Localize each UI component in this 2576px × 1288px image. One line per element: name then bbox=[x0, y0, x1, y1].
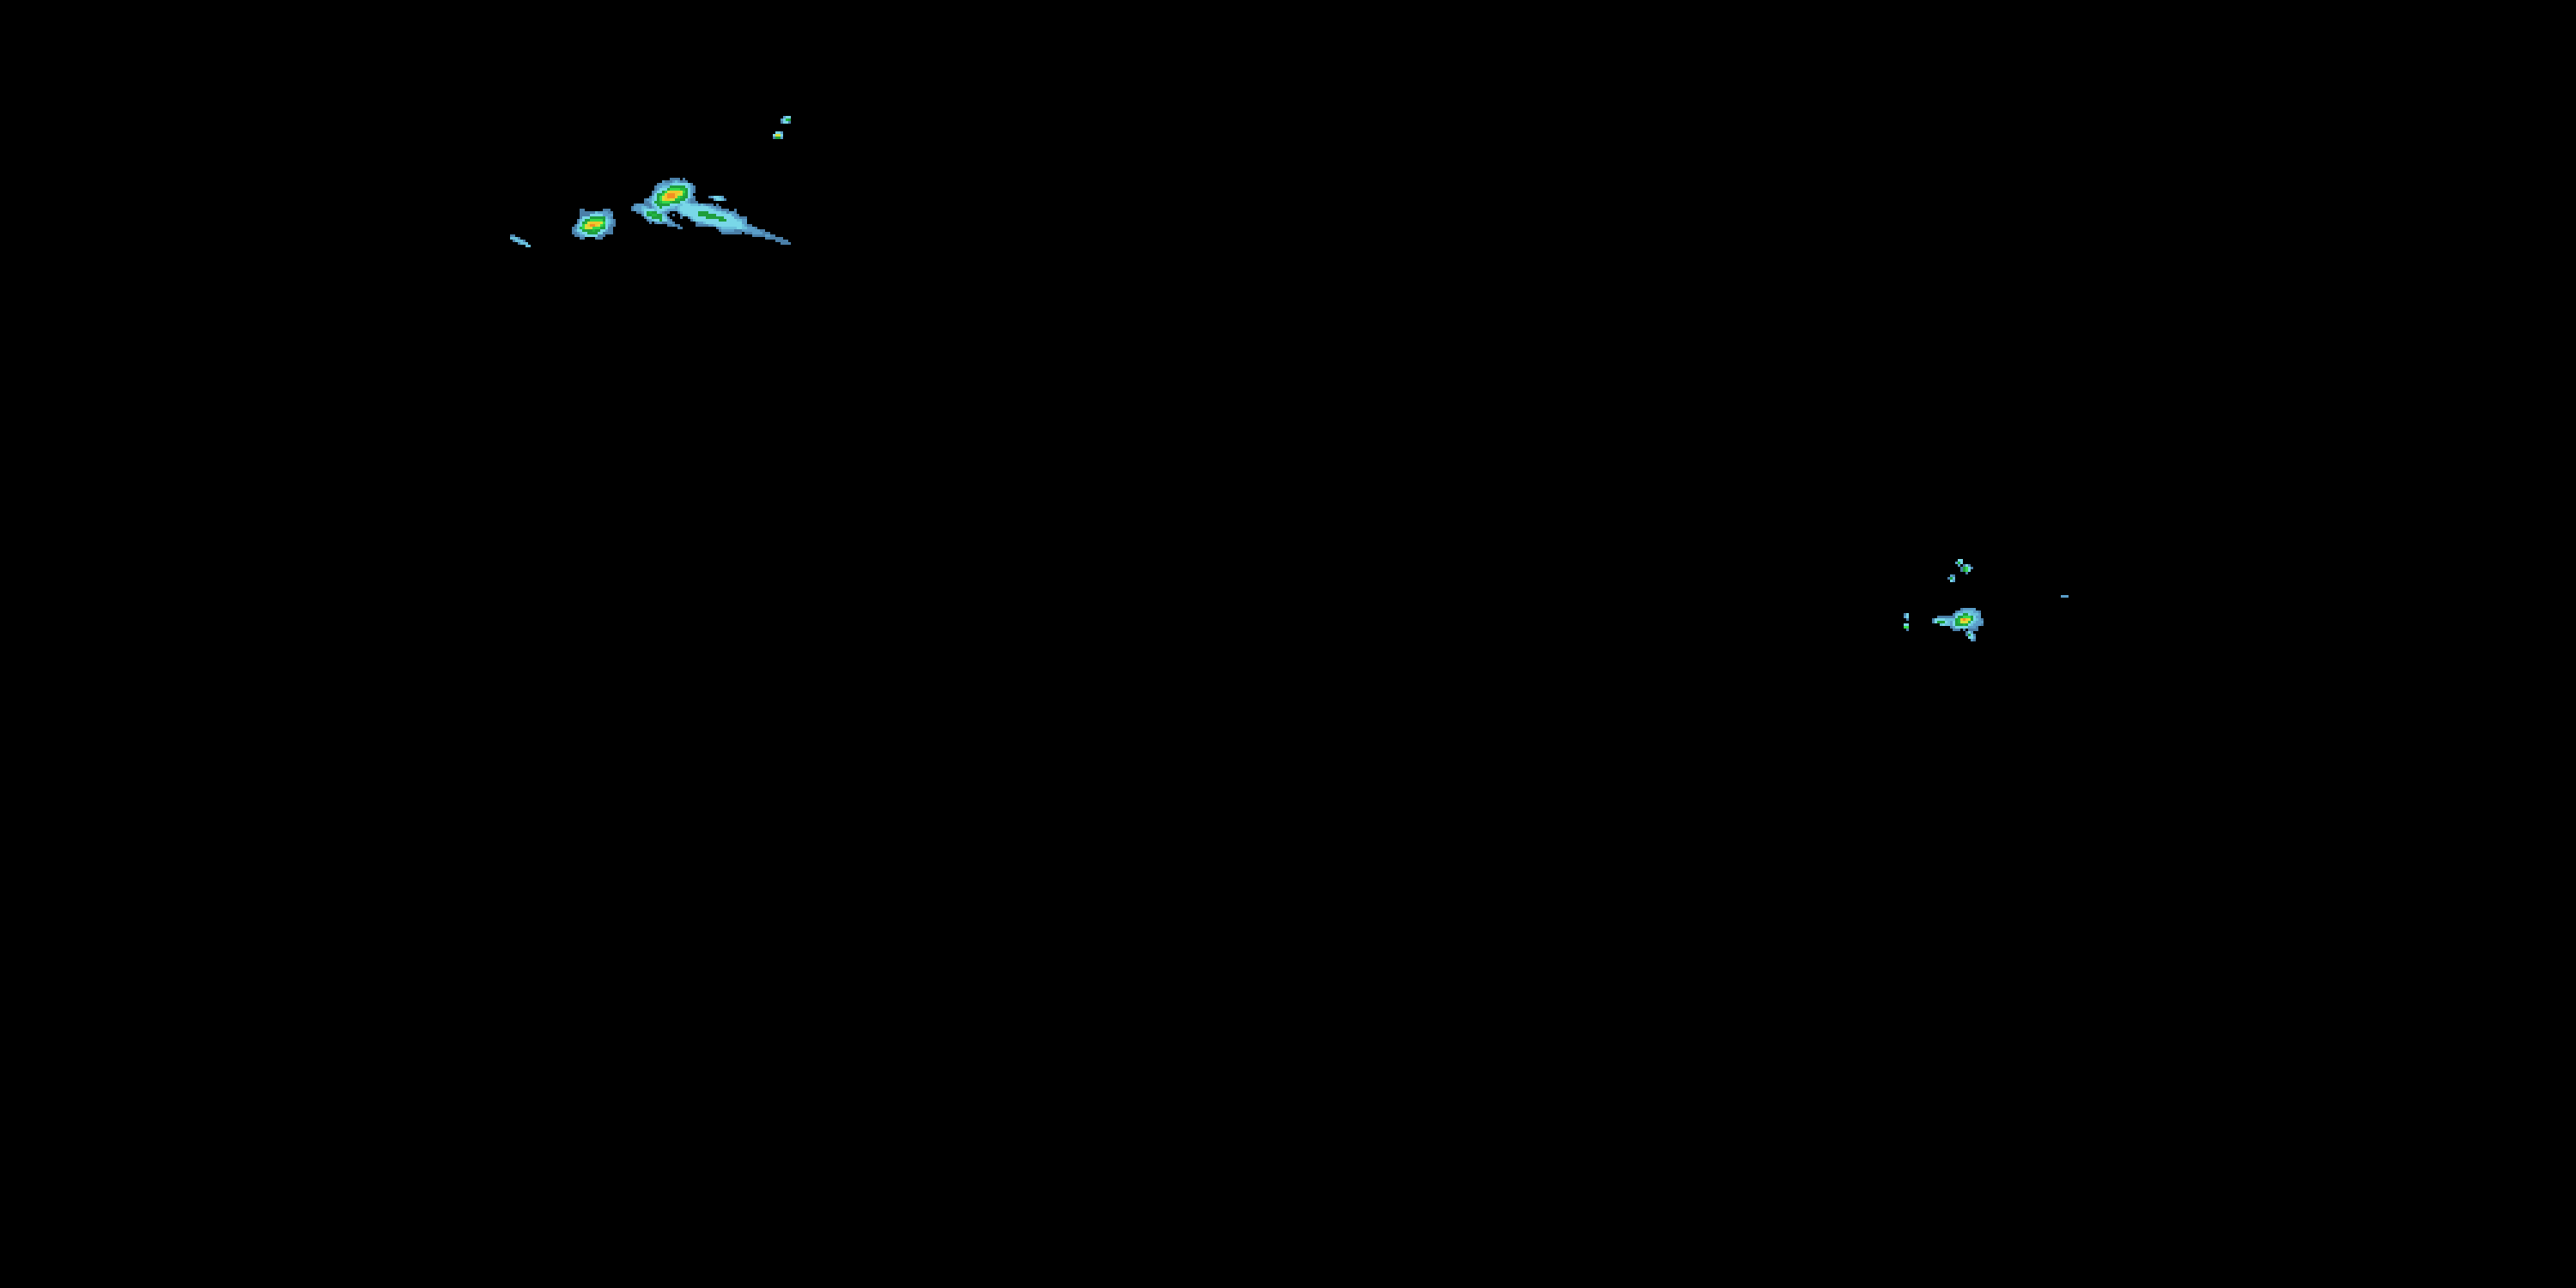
radar-display[interactable]: Weather radar reflectivity composite on … bbox=[0, 0, 2576, 1288]
radar-reflectivity-canvas[interactable] bbox=[0, 0, 2576, 1288]
